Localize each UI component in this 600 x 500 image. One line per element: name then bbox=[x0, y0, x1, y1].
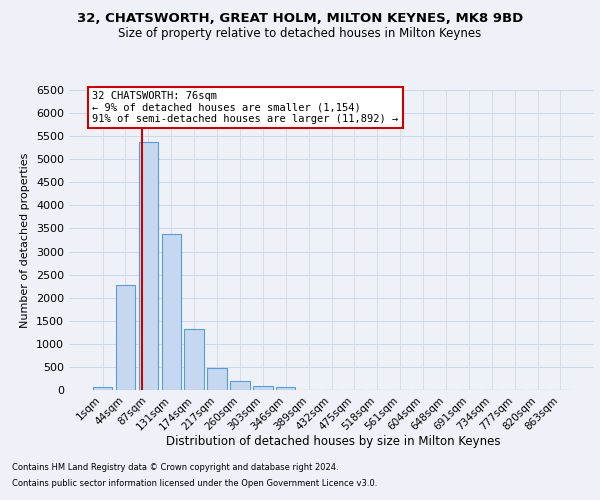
Bar bbox=[184, 329, 204, 390]
Text: 32, CHATSWORTH, GREAT HOLM, MILTON KEYNES, MK8 9BD: 32, CHATSWORTH, GREAT HOLM, MILTON KEYNE… bbox=[77, 12, 523, 26]
Text: Size of property relative to detached houses in Milton Keynes: Size of property relative to detached ho… bbox=[118, 28, 482, 40]
Bar bbox=[276, 388, 295, 390]
Bar bbox=[116, 285, 135, 390]
Text: Contains HM Land Registry data © Crown copyright and database right 2024.: Contains HM Land Registry data © Crown c… bbox=[12, 464, 338, 472]
Y-axis label: Number of detached properties: Number of detached properties bbox=[20, 152, 31, 328]
Bar bbox=[139, 142, 158, 390]
Bar bbox=[161, 234, 181, 390]
Text: Contains public sector information licensed under the Open Government Licence v3: Contains public sector information licen… bbox=[12, 478, 377, 488]
Text: 32 CHATSWORTH: 76sqm
← 9% of detached houses are smaller (1,154)
91% of semi-det: 32 CHATSWORTH: 76sqm ← 9% of detached ho… bbox=[92, 91, 398, 124]
Bar bbox=[253, 386, 272, 390]
Bar bbox=[230, 381, 250, 390]
Bar bbox=[93, 387, 112, 390]
Bar bbox=[208, 368, 227, 390]
Text: Distribution of detached houses by size in Milton Keynes: Distribution of detached houses by size … bbox=[166, 435, 500, 448]
